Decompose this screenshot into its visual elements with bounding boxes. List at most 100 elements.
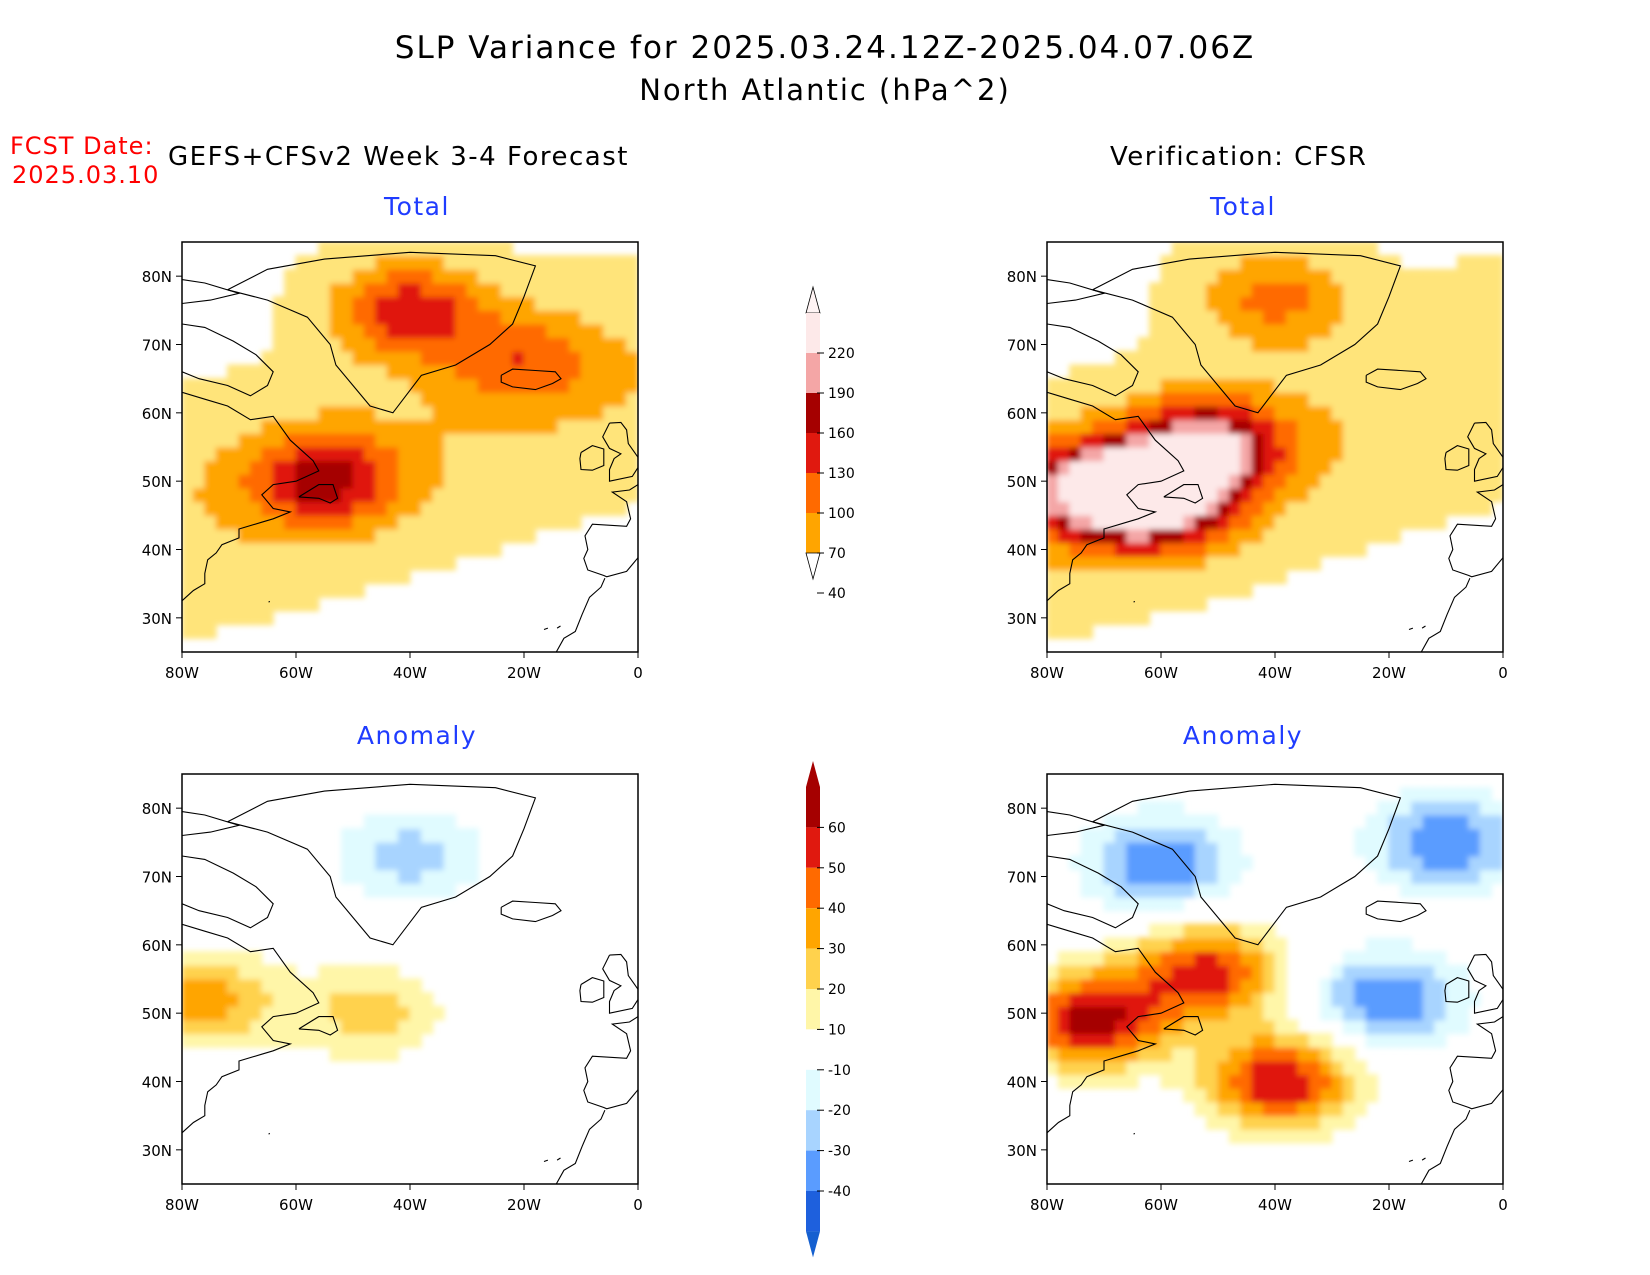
field-cell <box>443 855 457 871</box>
field-cell <box>626 487 638 503</box>
field-cell <box>284 583 297 598</box>
field-cell <box>1057 1019 1071 1035</box>
field-cell <box>1103 1019 1116 1035</box>
field-cell <box>1285 1128 1299 1144</box>
colorbar-label: -20 <box>828 1103 851 1119</box>
field-cell <box>1285 555 1299 571</box>
field-cell <box>512 255 525 270</box>
field-cell <box>455 255 468 270</box>
field-cell <box>1240 1087 1253 1103</box>
field-cell <box>352 242 365 257</box>
field-cell <box>204 528 217 544</box>
field-cell <box>1411 432 1424 448</box>
field-cell <box>375 1019 388 1035</box>
field-cell <box>1354 473 1367 489</box>
field-cell <box>1206 882 1219 898</box>
field-cell <box>534 296 548 311</box>
field-cell <box>1434 514 1447 530</box>
field-cell <box>1263 378 1276 393</box>
field-cell <box>1160 337 1173 352</box>
field-cell <box>1171 242 1185 257</box>
field-cell <box>1103 978 1116 994</box>
field-cell <box>1297 555 1310 571</box>
field-cell <box>500 419 514 434</box>
field-cell <box>318 487 331 503</box>
field-cell <box>398 419 411 434</box>
coastline <box>1047 391 1185 602</box>
field-cell <box>1160 828 1173 843</box>
field-cell <box>249 405 263 421</box>
field-cell <box>238 460 251 475</box>
field-cell <box>1103 569 1116 585</box>
field-cell <box>249 542 263 557</box>
field-cell <box>341 487 354 503</box>
field-cell <box>1354 419 1367 434</box>
field-cell <box>1411 841 1424 857</box>
field-cell <box>1092 501 1105 516</box>
coastline <box>227 251 537 414</box>
field-cell <box>375 296 388 311</box>
field-cell <box>1365 1074 1379 1089</box>
field-cell <box>1103 951 1116 966</box>
field-cell <box>1285 419 1299 434</box>
field-cell <box>386 378 400 393</box>
field-cell <box>432 528 445 544</box>
field-cell <box>1103 460 1116 475</box>
field-cell <box>1183 419 1196 434</box>
field-cell <box>591 501 605 516</box>
field-cell <box>398 255 411 270</box>
field-cell <box>1445 268 1458 284</box>
field-cell <box>580 378 593 393</box>
field-cell <box>1240 487 1253 503</box>
field-cell <box>1251 1128 1265 1144</box>
field-cell <box>284 296 297 311</box>
field-cell <box>1308 1074 1322 1089</box>
field-cell <box>1354 1101 1367 1117</box>
field-cell <box>1251 391 1265 407</box>
field-cell <box>1297 405 1310 421</box>
field-cell <box>215 473 229 489</box>
field-cell <box>341 1033 354 1048</box>
field-cell <box>1434 337 1447 352</box>
field-cell <box>569 309 582 325</box>
field-cell <box>1149 405 1162 421</box>
field-cell <box>1331 964 1344 980</box>
field-cell <box>1228 923 1242 939</box>
field-cell <box>1240 323 1253 339</box>
field-cell <box>1206 514 1219 530</box>
field-cell <box>466 364 479 380</box>
field-cell <box>386 869 400 884</box>
field-cell <box>1320 1033 1333 1048</box>
field-cell <box>1342 378 1356 393</box>
field-cell <box>1160 391 1173 407</box>
field-cell <box>1194 855 1208 871</box>
field-cell <box>284 268 297 284</box>
x-tick-label: 80W <box>1030 664 1064 682</box>
field-cell <box>580 323 593 339</box>
field-cell <box>1057 446 1071 462</box>
field-cell <box>318 569 331 585</box>
field-cell <box>1263 282 1276 298</box>
field-cell <box>398 828 411 843</box>
field-cell <box>1422 1005 1436 1021</box>
field-cell <box>204 583 217 598</box>
field-cell <box>341 296 354 311</box>
field-cell <box>272 978 286 994</box>
field-cell <box>1080 1033 1094 1048</box>
field-cell <box>1491 419 1503 434</box>
field-cell <box>306 514 320 530</box>
field-cell <box>1320 1128 1333 1144</box>
field-cell <box>1206 1046 1219 1062</box>
field-cell <box>1047 446 1059 462</box>
field-cell <box>1206 555 1219 571</box>
field-cell <box>1103 610 1116 626</box>
field-cell <box>1342 460 1356 475</box>
field-cell <box>375 432 388 448</box>
field-cell <box>1479 882 1493 898</box>
field-cell <box>1228 405 1242 421</box>
field-cell <box>557 419 571 434</box>
field-cell <box>1297 255 1310 270</box>
field-cell <box>227 978 240 994</box>
field-cell <box>182 487 194 503</box>
field-cell <box>1160 268 1173 284</box>
